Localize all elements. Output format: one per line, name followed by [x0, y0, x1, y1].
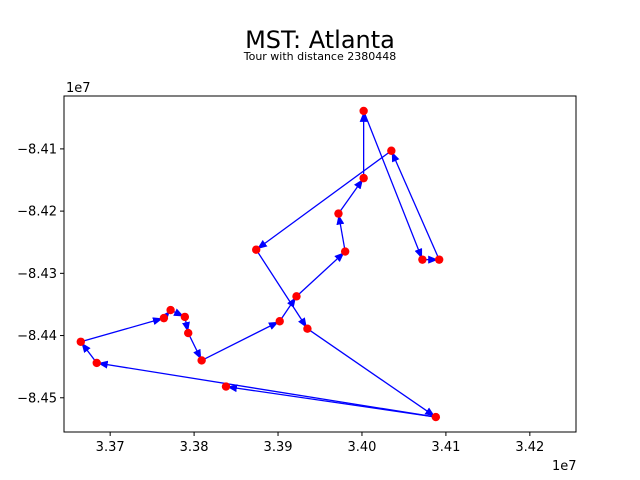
city-point-9 — [303, 324, 312, 333]
city-point-14 — [159, 313, 169, 323]
city-point-13 — [76, 337, 85, 346]
y-axis-ticks: −8.41 −8.42 −8.43 −8.44 −8.45 — [17, 142, 64, 406]
tour-edge-13 — [296, 252, 345, 297]
city-point-15 — [166, 305, 175, 315]
chart-title: MST: Atlanta — [245, 26, 395, 54]
city-point-19 — [275, 317, 284, 326]
tour-edge-5 — [80, 317, 163, 343]
city-point-6 — [340, 247, 350, 256]
city-point-10 — [431, 412, 441, 422]
city-point-17 — [184, 328, 193, 338]
x-tick-label-1: 3.38 — [180, 440, 209, 455]
city-point-11 — [221, 382, 231, 391]
city-point-18 — [197, 356, 206, 365]
tour-edge-2 — [307, 328, 436, 417]
tour-edge-1 — [255, 249, 307, 328]
city-point-7 — [292, 292, 301, 301]
city-point-12 — [92, 358, 101, 368]
city-points — [76, 106, 444, 422]
y-tick-label-2: −8.43 — [17, 267, 57, 282]
city-point-5 — [334, 209, 343, 218]
city-point-16 — [180, 312, 190, 322]
x-axis-offset-label: 1e7 — [552, 459, 577, 474]
tour-edges — [80, 110, 440, 418]
city-point-4 — [359, 173, 368, 183]
tour-edge-11 — [201, 321, 279, 362]
y-tick-label-0: −8.41 — [17, 142, 57, 157]
y-tick-label-1: −8.42 — [17, 205, 57, 220]
y-tick-label-3: −8.44 — [17, 329, 57, 344]
x-tick-label-5: 3.42 — [515, 440, 544, 455]
tour-edge-15 — [337, 178, 364, 214]
tour-edge-14 — [336, 214, 346, 252]
x-tick-label-2: 3.39 — [264, 440, 293, 455]
x-tick-label-0: 3.37 — [96, 440, 125, 455]
tour-edge-10 — [187, 332, 202, 360]
plot-area-frame — [63, 95, 577, 433]
tour-edge-17 — [363, 110, 423, 259]
tour-edge-19 — [391, 151, 440, 260]
city-point-0 — [387, 146, 396, 155]
city-point-3 — [434, 255, 444, 264]
y-axis-offset-label: 1e7 — [66, 81, 91, 96]
y-tick-label-4: −8.45 — [17, 391, 57, 406]
city-point-2 — [418, 255, 427, 264]
x-axis-ticks: 3.37 3.38 3.39 3.40 3.41 3.42 — [96, 432, 544, 455]
tour-edge-12 — [279, 297, 296, 322]
tour-edge-4 — [97, 360, 436, 418]
chart-subtitle: Tour with distance 2380448 — [243, 50, 397, 63]
city-point-8 — [252, 245, 261, 254]
tour-edge-0 — [257, 150, 392, 250]
city-point-1 — [359, 106, 368, 116]
x-tick-label-4: 3.41 — [431, 440, 460, 455]
x-tick-label-3: 3.40 — [347, 440, 376, 455]
